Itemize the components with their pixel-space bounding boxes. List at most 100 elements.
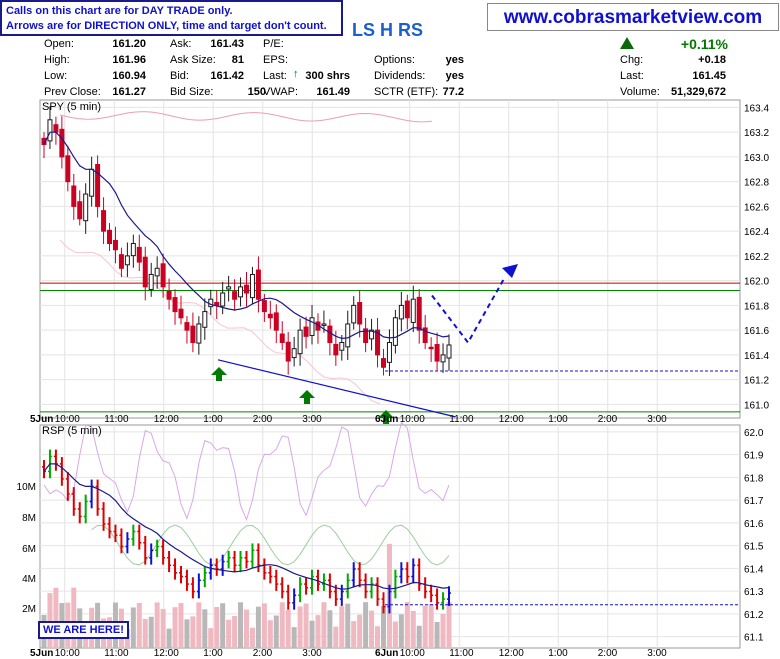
spy-y-tick-label: 161.2 <box>744 376 769 387</box>
notice-line-1: Calls on this chart are for DAY TRADE on… <box>6 5 233 17</box>
spy-y-tick-label: 161.6 <box>744 326 769 337</box>
volume-bar <box>184 619 190 648</box>
volume-bar <box>375 626 381 648</box>
volume-bar <box>172 607 178 648</box>
spy-y-tick-label: 161.0 <box>744 400 769 411</box>
volume-bar <box>47 593 53 648</box>
rsp-indicator-line <box>43 421 450 522</box>
spy-x-tick-label: 3:00 <box>647 414 667 425</box>
spy-y-tick-label: 162.6 <box>744 202 769 213</box>
spy-x-tick-label: 6Jun <box>375 414 398 425</box>
options-label: Options: <box>374 54 415 66</box>
spy-candle <box>172 297 178 313</box>
spy-candle <box>130 243 136 257</box>
volume-bar <box>285 609 291 648</box>
spy-x-tick-label: 12:00 <box>499 414 524 425</box>
spy-x-tick-label: 5Jun <box>30 414 53 425</box>
volume-bar <box>273 615 279 648</box>
spy-candle <box>244 284 249 294</box>
vwap-label: VWAP: <box>263 86 299 98</box>
bid-size-value: 150 <box>247 86 266 98</box>
spy-candle <box>232 291 238 300</box>
green-up-arrow-icon <box>378 410 394 424</box>
spy-y-tick-label: 163.2 <box>744 128 769 139</box>
volume-bar <box>238 602 244 648</box>
volume-bar <box>190 616 196 648</box>
rsp-x-tick-label: 6Jun <box>375 648 398 659</box>
volume-bar <box>428 604 434 648</box>
rsp-x-tick-label: 12:00 <box>499 648 524 659</box>
eps-label: EPS: <box>263 54 289 66</box>
volume-bar <box>398 614 404 648</box>
spy-candle <box>89 168 95 197</box>
spy-x-tick-label: 11:00 <box>449 414 474 425</box>
spy-candle <box>59 128 65 158</box>
sctr-value: 77.2 <box>442 86 464 98</box>
volume-bar <box>214 606 220 648</box>
spy-trendline <box>217 359 456 418</box>
spy-candle <box>166 290 172 300</box>
rsp-x-tick-label: 2:00 <box>598 648 618 659</box>
spy-x-tick-label: 10:00 <box>55 414 80 425</box>
rsp-y-tick-label: 61.5 <box>744 542 764 553</box>
volume-bar <box>71 587 77 648</box>
spy-candle <box>434 344 440 362</box>
rsp-moving-average <box>43 463 450 590</box>
spy-x-tick-label: 3:00 <box>302 414 322 425</box>
rsp-y-tick-label: 61.6 <box>744 519 764 530</box>
volume-axis-label: 6M <box>22 544 36 555</box>
projection-arrowhead-icon <box>502 264 518 278</box>
website-banner[interactable]: www.cobrasmarketview.com <box>487 3 779 31</box>
spy-candle <box>291 348 297 359</box>
volume-bar <box>136 602 142 648</box>
spy-candle <box>357 302 363 325</box>
day-trade-notice: Calls on this chart are for DAY TRADE on… <box>0 0 343 36</box>
rsp-x-tick-label: 10:00 <box>55 648 80 659</box>
spy-candle <box>261 300 267 313</box>
spy-panel: 161.0 161.2 161.4 161.6 161.8 162.0 162.2 162.4… <box>39 99 769 424</box>
spy-candle <box>339 342 345 351</box>
spy-candle <box>148 273 154 290</box>
volume-bar <box>196 602 202 648</box>
spy-candle <box>351 304 357 324</box>
rsp-y-tick-label: 61.9 <box>744 451 764 462</box>
rsp-x-tick-label: 1:00 <box>203 648 223 659</box>
bid-size-label: Bid Size: <box>170 86 214 98</box>
dividends-value: yes <box>445 70 464 82</box>
spy-candle <box>255 269 261 300</box>
ask-value: 161.43 <box>210 38 244 50</box>
spy-indicator-line <box>59 239 381 405</box>
spy-candle <box>380 358 386 368</box>
high-value: 161.96 <box>112 54 146 66</box>
green-up-arrow-icon <box>299 390 315 404</box>
volume-bar <box>315 615 321 648</box>
volume-bar <box>345 603 351 648</box>
spy-candle <box>279 333 285 344</box>
volume-bar <box>130 607 136 648</box>
volume-bar <box>202 609 208 648</box>
volume-bar <box>446 602 452 648</box>
spy-candle <box>309 317 315 336</box>
spy-candle <box>47 119 53 142</box>
volume-bar <box>404 602 410 648</box>
spy-candle <box>101 210 107 232</box>
rsp-x-tick-label: 3:00 <box>302 648 322 659</box>
spy-candle <box>77 201 83 220</box>
spy-x-tick-label: 12:00 <box>154 414 179 425</box>
up-arrow-icon: ↑ <box>293 68 299 80</box>
volume-bar <box>232 615 238 648</box>
volume-bar <box>148 616 154 648</box>
volume-bar <box>339 606 345 648</box>
volume-bar <box>279 602 285 648</box>
ask-size-value: 81 <box>231 54 244 66</box>
spy-candle <box>410 298 416 323</box>
volume-bar <box>392 621 398 648</box>
chg-label: Chg: <box>620 54 644 66</box>
rsp-y-tick-label: 61.2 <box>744 610 764 621</box>
spy-candle <box>440 354 446 363</box>
spy-candle <box>112 239 118 251</box>
rsp-title: RSP (5 min) <box>42 425 102 437</box>
volume-axis-label: 8M <box>22 513 36 524</box>
volume-bar <box>160 608 166 648</box>
volume-bar <box>267 620 273 648</box>
